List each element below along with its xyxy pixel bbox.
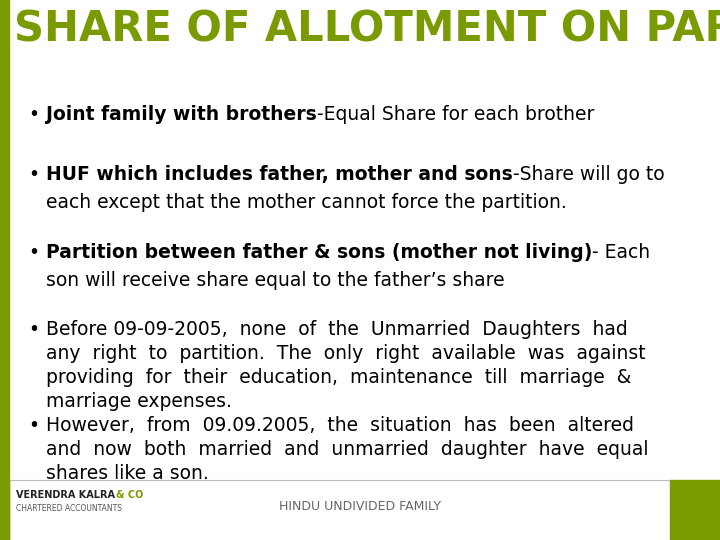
Text: - Each: - Each — [593, 243, 650, 262]
Text: & CO: & CO — [116, 490, 143, 500]
Text: Before 09-09-2005,  none  of  the  Unmarried  Daughters  had: Before 09-09-2005, none of the Unmarried… — [46, 320, 628, 339]
Bar — [0, 480, 9, 540]
Text: CHARTERED ACCOUNTANTS: CHARTERED ACCOUNTANTS — [16, 504, 122, 513]
Text: •: • — [28, 165, 39, 184]
Text: each except that the mother cannot force the partition.: each except that the mother cannot force… — [46, 193, 567, 212]
Text: •: • — [28, 105, 39, 124]
Text: •: • — [28, 320, 39, 339]
Text: SHARE OF ALLOTMENT ON PARTITION: SHARE OF ALLOTMENT ON PARTITION — [14, 8, 720, 50]
Text: 58: 58 — [678, 498, 712, 522]
Bar — [0, 0, 9, 540]
Text: providing  for  their  education,  maintenance  till  marriage  &: providing for their education, maintenan… — [46, 368, 631, 387]
Text: However,  from  09.09.2005,  the  situation  has  been  altered: However, from 09.09.2005, the situation … — [46, 416, 634, 435]
Text: HINDU UNDIVIDED FAMILY: HINDU UNDIVIDED FAMILY — [279, 501, 441, 514]
Text: Partition between father & sons (mother not living): Partition between father & sons (mother … — [46, 243, 593, 262]
Text: •: • — [28, 243, 39, 262]
Text: VERENDRA KALRA: VERENDRA KALRA — [16, 490, 115, 500]
Text: any  right  to  partition.  The  only  right  available  was  against: any right to partition. The only right a… — [46, 344, 646, 363]
Text: shares like a son.: shares like a son. — [46, 464, 209, 483]
Text: -Equal Share for each brother: -Equal Share for each brother — [317, 105, 594, 124]
Bar — [670, 480, 720, 540]
Text: HUF which includes father, mother and sons: HUF which includes father, mother and so… — [46, 165, 513, 184]
Text: -Share will go to: -Share will go to — [513, 165, 665, 184]
Text: son will receive share equal to the father’s share: son will receive share equal to the fath… — [46, 271, 505, 290]
Text: Joint family with brothers: Joint family with brothers — [46, 105, 317, 124]
Text: •: • — [28, 416, 39, 435]
Text: and  now  both  married  and  unmarried  daughter  have  equal: and now both married and unmarried daugh… — [46, 440, 649, 459]
Text: marriage expenses.: marriage expenses. — [46, 392, 232, 411]
